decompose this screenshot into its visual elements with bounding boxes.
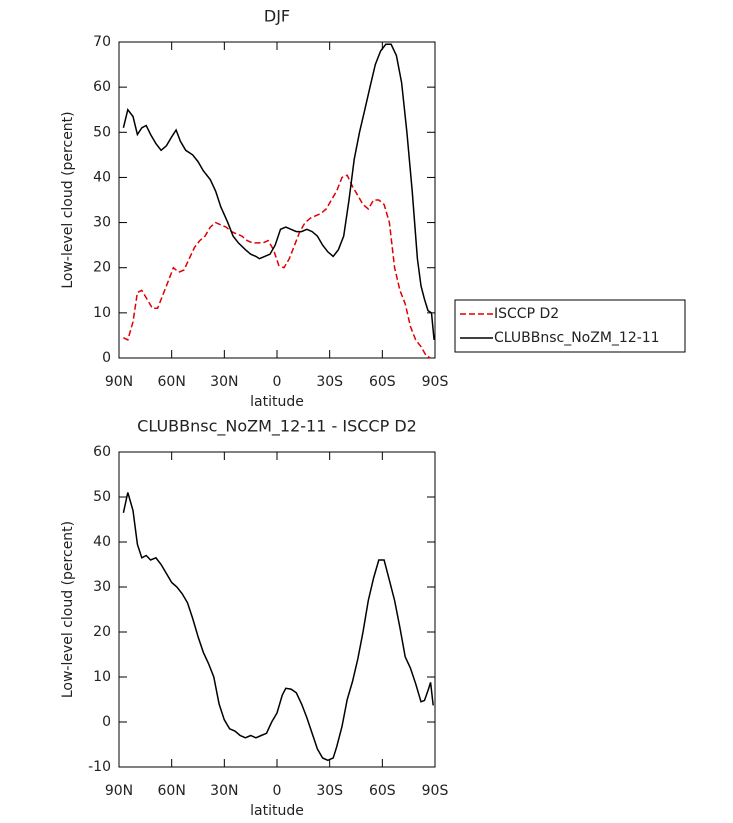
x-tick-label: 60N xyxy=(158,783,186,799)
x-tick-label: 90N xyxy=(105,374,133,390)
x-tick-label: 0 xyxy=(273,374,282,390)
legend-box xyxy=(454,299,686,353)
chart-title: CLUBBnsc_NoZM_12-11 - ISCCP D2 xyxy=(137,417,417,437)
y-tick-label: 60 xyxy=(93,79,111,95)
x-tick-label: 30N xyxy=(210,374,238,390)
y-tick-label: 10 xyxy=(93,669,111,685)
y-tick-label: 10 xyxy=(93,305,111,321)
legend-label: CLUBBnsc_NoZM_12-11 xyxy=(494,330,660,346)
y-tick-label: 30 xyxy=(93,579,111,595)
x-tick-label: 90S xyxy=(422,783,449,799)
y-tick-label: 30 xyxy=(93,215,111,231)
x-tick-label: 30N xyxy=(210,783,238,799)
x-tick-label: 60S xyxy=(369,374,396,390)
y-tick-label: 70 xyxy=(93,34,111,50)
x-tick-label: 30S xyxy=(316,783,343,799)
y-tick-label: 40 xyxy=(93,534,111,550)
y-tick-label: 50 xyxy=(93,124,111,140)
data-line xyxy=(123,174,431,359)
data-line xyxy=(122,43,435,340)
y-tick-label: 50 xyxy=(93,489,111,505)
y-tick-label: 40 xyxy=(93,169,111,185)
y-tick-label: 0 xyxy=(102,714,111,730)
data-line xyxy=(122,492,434,762)
y-tick-label: -10 xyxy=(88,759,111,775)
x-tick-label: 90S xyxy=(422,374,449,390)
x-tick-label: 60N xyxy=(158,374,186,390)
y-tick-label: 60 xyxy=(93,444,111,460)
x-axis-label: latitude xyxy=(250,803,304,819)
x-tick-label: 0 xyxy=(273,783,282,799)
y-axis-label: Low-level cloud (percent) xyxy=(60,111,76,288)
legend-label: ISCCP D2 xyxy=(494,306,559,322)
x-tick-label: 60S xyxy=(369,783,396,799)
y-tick-label: 0 xyxy=(102,350,111,366)
y-tick-label: 20 xyxy=(93,260,111,276)
x-axis-label: latitude xyxy=(250,394,304,410)
plot-frame xyxy=(118,41,436,359)
chart-title: DJF xyxy=(264,7,290,26)
x-tick-label: 90N xyxy=(105,783,133,799)
plot-frame xyxy=(118,451,436,768)
y-tick-label: 20 xyxy=(93,624,111,640)
y-axis-label: Low-level cloud (percent) xyxy=(60,521,76,698)
x-tick-label: 30S xyxy=(316,374,343,390)
